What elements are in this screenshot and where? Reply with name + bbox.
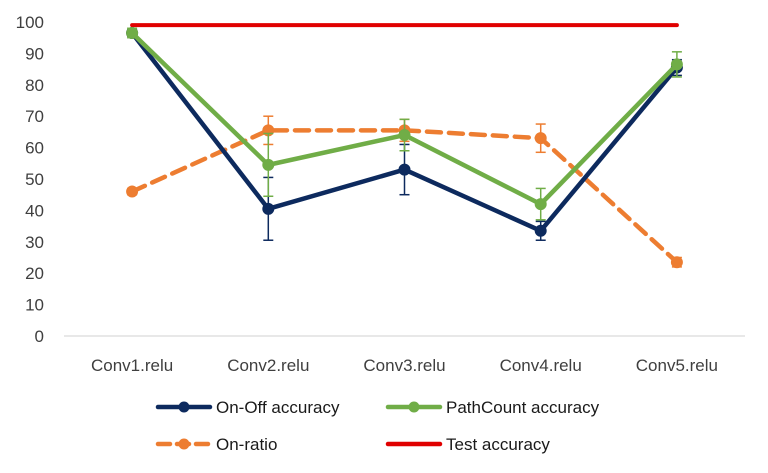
y-tick-label: 80 — [25, 76, 44, 95]
y-tick-label: 10 — [25, 296, 44, 315]
y-tick-label: 90 — [25, 44, 44, 63]
axes: 0 10 20 30 40 50 60 70 80 90 100 Conv1.relu Conv2.re… — [16, 13, 745, 375]
data-point — [534, 198, 547, 211]
legend-item-on-ratio: On-ratio — [155, 435, 277, 454]
x-tick-label: Conv2.relu — [227, 356, 309, 375]
y-tick-label: 60 — [25, 139, 44, 158]
data-point — [534, 224, 547, 237]
legend-swatch-marker — [408, 401, 420, 413]
data-point — [670, 58, 683, 71]
y-tick-label: 20 — [25, 264, 44, 283]
series-layer — [126, 23, 683, 269]
y-tick-label: 30 — [25, 233, 44, 252]
legend: On-Off accuracy PathCount accuracy On-rati… — [155, 398, 600, 454]
legend-item-on-off-accuracy: On-Off accuracy — [155, 398, 340, 417]
y-tick-label: 70 — [25, 107, 44, 126]
x-tick-label: Conv3.relu — [363, 356, 445, 375]
legend-label: On-ratio — [216, 435, 277, 454]
legend-label: PathCount accuracy — [446, 398, 600, 417]
legend-item-test-accuracy: Test accuracy — [385, 435, 550, 454]
data-point — [534, 132, 547, 145]
legend-swatch-marker — [178, 438, 190, 450]
data-point — [262, 158, 275, 171]
x-tick-label: Conv1.relu — [91, 356, 173, 375]
x-tick-label: Conv4.relu — [500, 356, 582, 375]
data-point — [262, 202, 275, 215]
y-tick-label: 50 — [25, 170, 44, 189]
series-pathcount-accuracy — [126, 26, 683, 221]
legend-label: On-Off accuracy — [216, 398, 340, 417]
y-tick-label: 100 — [16, 13, 44, 32]
data-point — [398, 163, 411, 176]
data-point — [126, 185, 139, 198]
y-tick-label: 0 — [35, 327, 44, 346]
data-point — [670, 256, 683, 269]
data-point — [398, 129, 411, 142]
legend-label: Test accuracy — [446, 435, 550, 454]
legend-swatch-marker — [178, 401, 190, 413]
data-point — [126, 26, 139, 39]
y-tick-label: 40 — [25, 201, 44, 220]
legend-item-pathcount-accuracy: PathCount accuracy — [385, 398, 600, 417]
x-tick-label: Conv5.relu — [636, 356, 718, 375]
